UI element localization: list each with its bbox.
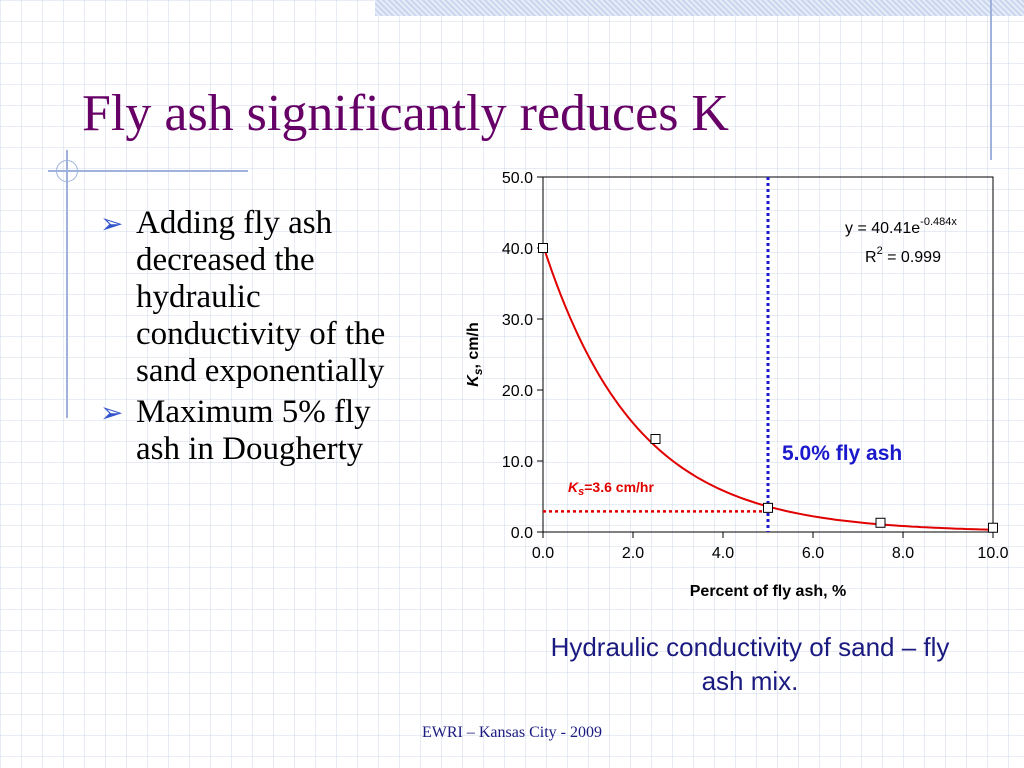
y-tick-label: 40.0 xyxy=(502,241,533,258)
arrow-bullet-icon: ➢ xyxy=(100,209,124,240)
x-tick-label: 10.0 xyxy=(977,545,1008,562)
r-squared-sup: 2 xyxy=(877,245,883,257)
r-squared-base: R xyxy=(865,249,877,266)
y-tick-label: 50.0 xyxy=(502,170,533,187)
y-tick-label: 10.0 xyxy=(502,454,533,471)
x-tick-label: 2.0 xyxy=(622,545,644,562)
bullet-item: ➢ Maximum 5% fly ash in Dougherty xyxy=(100,394,420,468)
data-points xyxy=(538,243,998,533)
vline-annotation: 5.0% fly ash xyxy=(782,442,902,465)
decorative-circle xyxy=(56,160,78,182)
y-axis-label-sub: s xyxy=(471,368,485,375)
x-tick-label: 4.0 xyxy=(712,545,734,562)
y-tick-label: 20.0 xyxy=(502,383,533,400)
data-point xyxy=(650,433,661,444)
x-axis-label: Percent of fly ash, % xyxy=(690,583,847,600)
bullet-text: Maximum 5% fly ash in Dougherty xyxy=(136,394,371,467)
arrow-bullet-icon: ➢ xyxy=(100,398,124,429)
fit-equation-base: y = 40.41e xyxy=(845,220,920,237)
x-axis: 0.0 2.0 4.0 6.0 8.0 10.0 xyxy=(532,532,1009,562)
x-tick-label: 6.0 xyxy=(802,545,824,562)
y-axis: 0.0 10.0 20.0 30.0 40.0 50.0 xyxy=(502,170,543,542)
decorative-band xyxy=(375,0,1024,16)
hline-annotation-k: K xyxy=(568,479,579,495)
bullet-list: ➢ Adding fly ash decreased the hydraulic… xyxy=(100,205,420,472)
x-tick-label: 8.0 xyxy=(892,545,914,562)
y-tick-label: 30.0 xyxy=(502,312,533,329)
x-tick-label: 0.0 xyxy=(532,545,554,562)
data-point xyxy=(988,522,998,533)
y-axis-label: Ks, cm/h xyxy=(465,322,485,386)
hline-annotation-sub: s xyxy=(578,486,584,498)
bullet-item: ➢ Adding fly ash decreased the hydraulic… xyxy=(100,205,420,390)
decorative-vline-left xyxy=(66,150,68,418)
data-point xyxy=(763,502,773,513)
y-axis-label-k: K xyxy=(465,374,482,387)
decorative-vline-right xyxy=(990,0,992,160)
hline-annotation-rest: =3.6 cm/hr xyxy=(584,479,654,495)
fit-equation: y = 40.41e-0.484x xyxy=(845,216,957,237)
r-squared-rest: = 0.999 xyxy=(883,249,941,266)
fit-equation-exponent: -0.484x xyxy=(920,216,957,228)
data-point xyxy=(875,517,886,528)
bullet-text: Adding fly ash decreased the hydraulic c… xyxy=(136,205,386,389)
figure-caption: Hydraulic conductivity of sand – fly ash… xyxy=(550,632,950,696)
footer-text: EWRI – Kansas City - 2009 xyxy=(422,724,602,741)
hline-annotation: Ks=3.6 cm/hr xyxy=(568,479,654,498)
slide-title: Fly ash significantly reduces K xyxy=(82,85,729,142)
r-squared: R2 = 0.999 xyxy=(865,245,941,266)
y-tick-label: 0.0 xyxy=(511,525,533,542)
data-point xyxy=(538,243,548,253)
y-axis-label-rest: , cm/h xyxy=(465,322,482,368)
decorative-hline xyxy=(48,170,248,172)
